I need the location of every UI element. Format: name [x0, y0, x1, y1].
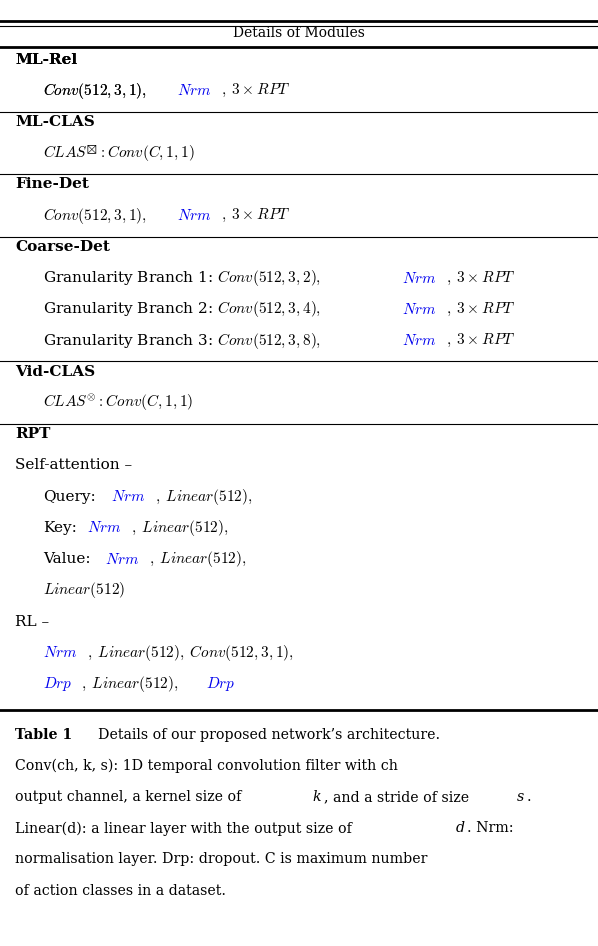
- Text: .: .: [526, 790, 531, 804]
- Text: $,\;\mathit{Linear}(512),\;$: $,\;\mathit{Linear}(512),\;$: [81, 674, 178, 694]
- Text: $\mathit{CLAS}^{\otimes}:\mathit{Conv}(C,1,1)$: $\mathit{CLAS}^{\otimes}:\mathit{Conv}(C…: [43, 393, 193, 413]
- Text: Query:: Query:: [43, 490, 96, 503]
- Text: $\mathit{Drp}$: $\mathit{Drp}$: [43, 674, 72, 693]
- Text: $\mathit{Nrm}$: $\mathit{Nrm}$: [402, 302, 436, 317]
- Text: $,\;3\times \mathit{RPT}$: $,\;3\times \mathit{RPT}$: [446, 270, 515, 287]
- Text: Vid-CLAS: Vid-CLAS: [15, 365, 95, 378]
- Text: $\mathit{Linear}(512)$: $\mathit{Linear}(512)$: [43, 580, 125, 601]
- Text: $,\;\mathit{Linear}(512),$: $,\;\mathit{Linear}(512),$: [155, 486, 253, 507]
- Text: output channel, a kernel size of: output channel, a kernel size of: [15, 790, 246, 804]
- Text: $\mathit{Drp}$: $\mathit{Drp}$: [206, 674, 236, 693]
- Text: Fine-Det: Fine-Det: [15, 178, 89, 191]
- Text: $\mathit{Nrm}$: $\mathit{Nrm}$: [105, 552, 139, 567]
- Text: Conv(ch, k, s): 1D temporal convolution filter with ch: Conv(ch, k, s): 1D temporal convolution …: [15, 759, 398, 773]
- Text: $\mathit{Nrm}$: $\mathit{Nrm}$: [111, 489, 145, 504]
- Text: $\mathit{Nrm}$: $\mathit{Nrm}$: [177, 83, 211, 98]
- Text: $\mathit{Conv}(512,3,1),\;$: $\mathit{Conv}(512,3,1),\;$: [43, 205, 147, 226]
- Text: ML-Rel: ML-Rel: [15, 53, 77, 66]
- Text: $,\;\mathit{Linear}(512),$: $,\;\mathit{Linear}(512),$: [131, 517, 228, 538]
- Text: Details of Modules: Details of Modules: [233, 26, 365, 40]
- Text: $\mathit{Nrm}$: $\mathit{Nrm}$: [402, 271, 436, 286]
- Text: $Conv(512,3,1),\;$: $Conv(512,3,1),\;$: [43, 80, 147, 101]
- Text: $\mathit{Conv}(512,3,1),\;$: $\mathit{Conv}(512,3,1),\;$: [43, 80, 147, 101]
- Text: RL –: RL –: [15, 615, 49, 628]
- Text: $,\;3\times \mathit{RPT}$: $,\;3\times \mathit{RPT}$: [221, 82, 291, 99]
- Text: Coarse-Det: Coarse-Det: [15, 240, 110, 254]
- Text: k: k: [313, 790, 321, 804]
- Text: Self-attention –: Self-attention –: [15, 459, 132, 472]
- Text: $,\;3\times \mathit{RPT}$: $,\;3\times \mathit{RPT}$: [446, 301, 515, 318]
- Text: $\mathit{Nrm}$: $\mathit{Nrm}$: [87, 520, 121, 535]
- Text: Value:: Value:: [43, 552, 91, 566]
- Text: normalisation layer. Drp: dropout. C is maximum number: normalisation layer. Drp: dropout. C is …: [15, 852, 428, 867]
- Text: Granularity Branch 3: $\mathit{Conv}(512,3,8),\;$: Granularity Branch 3: $\mathit{Conv}(512…: [43, 330, 321, 351]
- Text: $,\;\mathit{Linear}(512),$: $,\;\mathit{Linear}(512),$: [149, 549, 246, 569]
- Text: s: s: [517, 790, 524, 804]
- Text: ML-CLAS: ML-CLAS: [15, 115, 94, 129]
- Text: $,\;3\times \mathit{RPT}$: $,\;3\times \mathit{RPT}$: [446, 332, 515, 349]
- Text: $\mathit{CLAS}^{\boxtimes}:\mathit{Conv}(C,1,1)$: $\mathit{CLAS}^{\boxtimes}:\mathit{Conv}…: [43, 143, 194, 164]
- Text: Granularity Branch 1: $\mathit{Conv}(512,3,2),\;$: Granularity Branch 1: $\mathit{Conv}(512…: [43, 268, 321, 289]
- Text: Key:: Key:: [43, 521, 77, 534]
- Text: ML-Rel: ML-Rel: [15, 53, 77, 66]
- Text: , and a stride of size: , and a stride of size: [324, 790, 474, 804]
- Text: $,\;3\times \mathit{RPT}$: $,\;3\times \mathit{RPT}$: [221, 207, 291, 224]
- Text: Linear(d): a linear layer with the output size of: Linear(d): a linear layer with the outpu…: [15, 821, 356, 835]
- Text: $,\;\mathit{Linear}(512),\;\mathit{Conv}(512,3,1),$: $,\;\mathit{Linear}(512),\;\mathit{Conv}…: [87, 642, 294, 663]
- Text: $\mathit{Nrm}$: $\mathit{Nrm}$: [43, 645, 77, 660]
- Text: Granularity Branch 2: $\mathit{Conv}(512,3,4),\;$: Granularity Branch 2: $\mathit{Conv}(512…: [43, 299, 321, 320]
- Text: of action classes in a dataset.: of action classes in a dataset.: [15, 884, 226, 898]
- Text: . Nrm:: . Nrm:: [467, 821, 514, 835]
- Text: Details of our proposed network’s architecture.: Details of our proposed network’s archit…: [89, 727, 440, 742]
- Text: RPT: RPT: [15, 428, 50, 441]
- Text: $\mathit{Nrm}$: $\mathit{Nrm}$: [402, 333, 436, 348]
- Text: Table 1: Table 1: [15, 727, 72, 742]
- Text: $\mathit{Nrm}$: $\mathit{Nrm}$: [177, 208, 211, 223]
- Text: d: d: [456, 821, 465, 835]
